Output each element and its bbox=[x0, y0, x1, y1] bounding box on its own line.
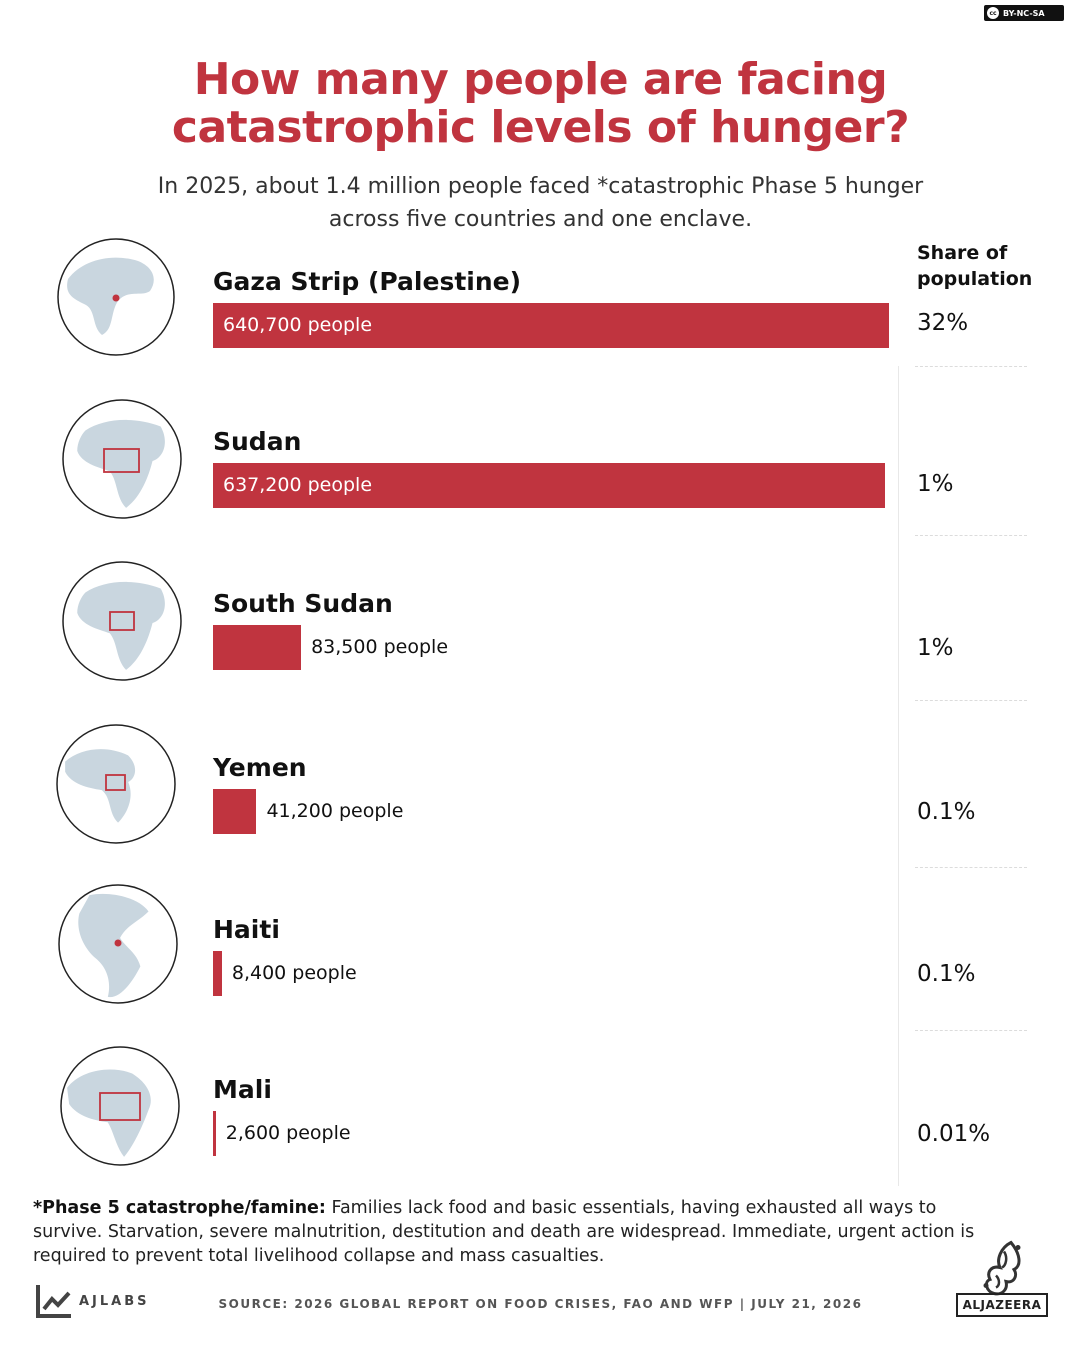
share-value-mali: 0.01% bbox=[917, 1121, 991, 1147]
location-dot bbox=[114, 939, 122, 947]
row-separator bbox=[915, 1030, 1027, 1031]
bar-south-sudan bbox=[213, 625, 302, 670]
globe-sudan-icon bbox=[61, 398, 183, 520]
location-box bbox=[103, 448, 140, 473]
row-separator bbox=[915, 867, 1027, 868]
country-label-south-sudan: South Sudan bbox=[213, 589, 393, 618]
ajlabs-wordmark: AJLABS bbox=[79, 1293, 150, 1309]
row-separator bbox=[915, 535, 1027, 536]
location-box bbox=[109, 611, 135, 631]
value-label-haiti: 8,400 people bbox=[231, 962, 357, 984]
location-dot bbox=[112, 294, 120, 302]
bar-haiti bbox=[213, 951, 222, 996]
value-label-yemen: 41,200 people bbox=[266, 800, 404, 822]
ajlabs-logo: AJLABS bbox=[35, 1283, 150, 1319]
country-label-mali: Mali bbox=[213, 1075, 272, 1104]
subtitle-line-2: across five countries and one enclave. bbox=[328, 207, 753, 232]
share-header-line-2: population bbox=[917, 268, 1033, 290]
country-label-haiti: Haiti bbox=[213, 915, 280, 944]
title-line-1: How many people are facing bbox=[193, 54, 888, 105]
row-separator bbox=[915, 700, 1027, 701]
globe-haiti-icon bbox=[57, 883, 179, 1005]
country-label-sudan: Sudan bbox=[213, 427, 302, 456]
country-label-yemen: Yemen bbox=[213, 753, 307, 782]
license-text: BY-NC-SA bbox=[1003, 8, 1045, 18]
globe-gaza-strip-palestine-icon bbox=[56, 237, 176, 357]
bar-yemen bbox=[213, 789, 257, 834]
share-value-south-sudan: 1% bbox=[917, 635, 954, 661]
bar-gaza-strip-palestine bbox=[213, 303, 889, 348]
share-value-sudan: 1% bbox=[917, 471, 954, 497]
share-column-header: Share of population bbox=[917, 240, 1067, 292]
source-line: SOURCE: 2026 GLOBAL REPORT ON FOOD CRISE… bbox=[218, 1297, 863, 1311]
footnote-term: *Phase 5 catastrophe/famine: bbox=[33, 1198, 326, 1218]
location-box bbox=[99, 1092, 141, 1121]
license-badge: cc BY-NC-SA bbox=[984, 5, 1064, 21]
globe-mali-icon bbox=[59, 1045, 181, 1167]
aljazeera-wordmark: ALJAZEERA bbox=[956, 1293, 1048, 1317]
title-line-2: catastrophic levels of hunger? bbox=[171, 102, 910, 153]
globe-south-sudan-icon bbox=[61, 560, 183, 682]
location-box bbox=[105, 774, 126, 791]
share-value-haiti: 0.1% bbox=[917, 961, 976, 987]
footnote-text: Families lack food and basic essentials,… bbox=[33, 1198, 975, 1266]
share-value-gaza-strip-palestine: 32% bbox=[917, 310, 969, 336]
chart-subtitle: In 2025, about 1.4 million people faced … bbox=[0, 170, 1081, 236]
footnote: *Phase 5 catastrophe/famine: Families la… bbox=[33, 1196, 993, 1268]
bar-sudan bbox=[213, 463, 886, 508]
chart-title: How many people are facing catastrophic … bbox=[0, 56, 1081, 152]
creative-commons-icon: cc bbox=[987, 7, 999, 19]
share-value-yemen: 0.1% bbox=[917, 799, 976, 825]
value-label-mali: 2,600 people bbox=[225, 1122, 351, 1144]
column-divider bbox=[898, 366, 899, 1186]
globe-yemen-icon bbox=[55, 723, 177, 845]
subtitle-line-1: In 2025, about 1.4 million people faced … bbox=[157, 174, 924, 199]
value-label-sudan: 637,200 people bbox=[223, 474, 373, 496]
share-header-line-1: Share of bbox=[917, 242, 1008, 264]
country-label-gaza-strip-palestine: Gaza Strip (Palestine) bbox=[213, 267, 522, 296]
row-separator bbox=[915, 366, 1027, 367]
value-label-south-sudan: 83,500 people bbox=[311, 636, 449, 658]
value-label-gaza-strip-palestine: 640,700 people bbox=[223, 314, 373, 336]
ajlabs-chart-icon bbox=[36, 1285, 71, 1318]
bar-mali bbox=[213, 1111, 216, 1156]
